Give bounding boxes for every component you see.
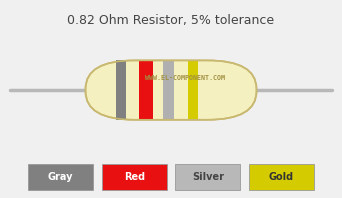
Text: Gray: Gray [48,172,74,182]
Bar [102,164,167,190]
Text: WWW.EL-COMPONENT.COM: WWW.EL-COMPONENT.COM [145,75,225,81]
Text: Red: Red [124,172,145,182]
Text: Gold: Gold [269,172,294,182]
Bar [249,164,314,190]
Bar [163,60,174,120]
Text: Silver: Silver [192,172,224,182]
FancyBboxPatch shape [86,60,256,120]
Bar [139,60,153,120]
Bar [28,164,93,190]
Bar [116,60,126,120]
Text: 0.82 Ohm Resistor, 5% tolerance: 0.82 Ohm Resistor, 5% tolerance [67,14,275,27]
Bar [188,60,198,120]
Bar [175,164,240,190]
